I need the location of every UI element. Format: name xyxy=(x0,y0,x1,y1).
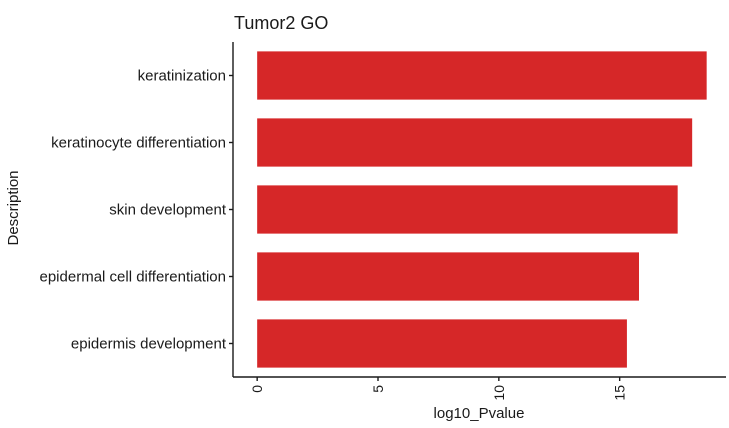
x-axis: 0 5 10 15 xyxy=(249,377,628,401)
category-label: keratinization xyxy=(138,68,226,85)
x-tick-label: 15 xyxy=(612,385,628,401)
category-label: keratinocyte differentiation xyxy=(51,135,226,152)
y-axis-label: Description xyxy=(5,170,22,245)
x-axis-label: log10_Pvalue xyxy=(434,405,525,422)
bars-group xyxy=(257,51,707,368)
x-tick-label: 0 xyxy=(249,385,265,393)
category-label: epidermal cell differentiation xyxy=(40,269,227,286)
bar xyxy=(257,185,678,234)
bar xyxy=(257,51,707,100)
y-axis: keratinization keratinocyte differentiati… xyxy=(40,68,233,353)
bar xyxy=(257,118,693,167)
category-label: epidermis development xyxy=(71,336,227,353)
x-tick-label: 5 xyxy=(370,385,386,393)
category-label: skin development xyxy=(109,202,227,219)
bar xyxy=(257,319,627,368)
chart-title: Tumor2 GO xyxy=(234,13,328,33)
x-tick-label: 10 xyxy=(491,385,507,401)
bar xyxy=(257,252,639,301)
